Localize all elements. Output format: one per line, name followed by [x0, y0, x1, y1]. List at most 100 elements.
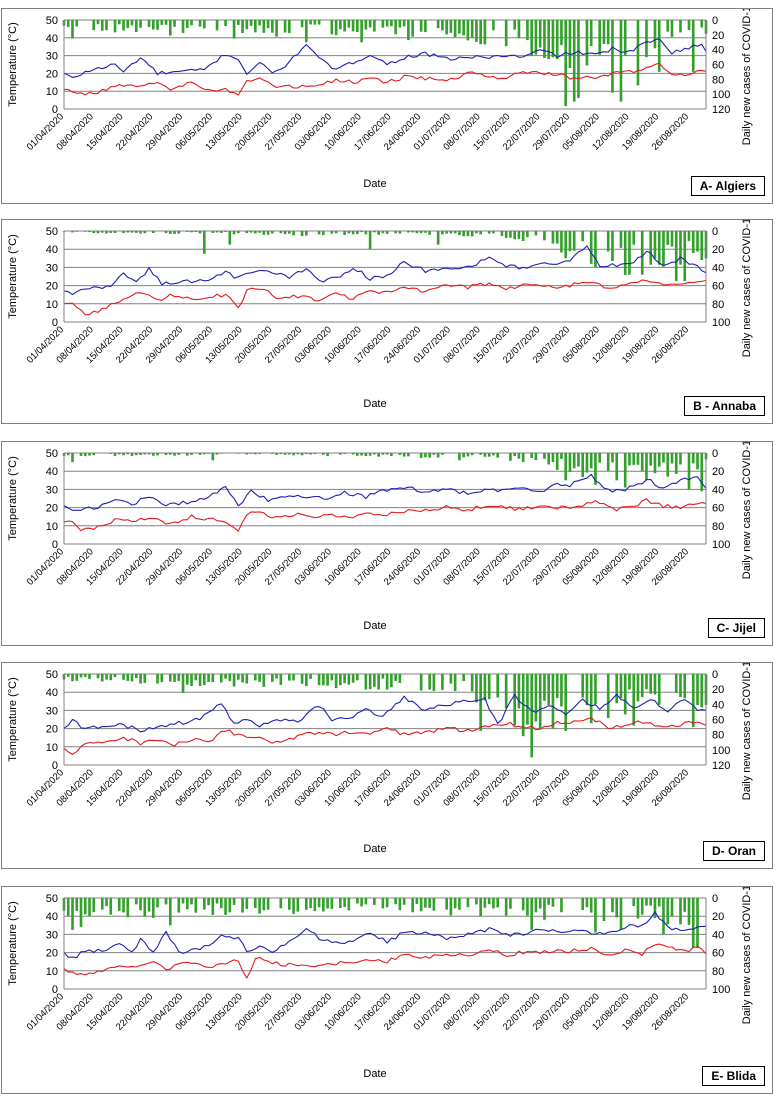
cases-bar — [283, 20, 287, 33]
cases-bar — [198, 674, 202, 686]
cases-bar — [262, 898, 266, 911]
cases-bar — [275, 20, 278, 37]
cases-bar — [360, 231, 363, 233]
cases-bar — [691, 674, 695, 728]
cases-bar — [585, 898, 589, 908]
cases-bar — [139, 231, 142, 234]
cases-bar — [462, 20, 465, 36]
cases-bar — [419, 20, 423, 32]
cases-bar — [283, 453, 287, 455]
y-tick-label: 30 — [46, 262, 58, 274]
cases-bar — [453, 674, 457, 692]
cases-bar — [181, 674, 185, 693]
cases-bar — [377, 453, 380, 457]
cases-bar — [317, 674, 321, 686]
cases-bar — [381, 231, 385, 234]
cases-bar — [504, 674, 508, 709]
cases-bar — [500, 231, 504, 236]
y-tick-label: 20 — [46, 948, 58, 960]
cases-bar — [479, 453, 482, 455]
cases-bar — [173, 20, 176, 27]
cases-bar — [339, 898, 342, 909]
cases-bar — [606, 674, 610, 718]
cases-bar — [105, 20, 108, 31]
tmin-line — [63, 279, 707, 316]
cases-bar — [151, 231, 155, 234]
cases-bar — [407, 453, 410, 457]
cases-bar — [398, 231, 402, 234]
cases-bar — [249, 20, 253, 26]
cases-bar — [305, 674, 308, 687]
cases-bar — [139, 898, 142, 911]
cases-bar — [470, 20, 474, 39]
cases-bar — [623, 231, 627, 276]
y-axis-title: Temperature (°C) — [7, 677, 19, 761]
cases-bar — [194, 231, 198, 233]
cases-bar — [351, 453, 355, 455]
cases-bar — [670, 231, 674, 247]
cases-bar — [657, 898, 661, 907]
y-tick-label: 30 — [46, 929, 58, 941]
cases-bar — [339, 674, 342, 686]
cases-bar — [330, 20, 334, 35]
cases-bar — [134, 674, 138, 679]
cases-bar — [105, 674, 108, 680]
cases-bar — [71, 674, 74, 682]
cases-bar — [292, 231, 295, 236]
cases-bar — [594, 898, 597, 933]
cases-bar — [691, 231, 695, 254]
cases-bar — [334, 20, 338, 36]
cases-bar — [632, 674, 636, 726]
cases-bar — [147, 453, 151, 455]
cases-bar — [360, 898, 363, 907]
y-tick-label: 20 — [46, 281, 58, 293]
cases-bar — [185, 674, 189, 685]
cases-bar — [211, 453, 215, 461]
cases-bar — [228, 898, 232, 913]
cases-bar — [185, 231, 189, 232]
cases-bar — [402, 20, 406, 27]
cases-bar — [509, 231, 512, 238]
cases-bar — [339, 453, 342, 455]
cases-bar — [190, 231, 193, 233]
cases-bar — [241, 674, 244, 683]
cases-bar — [271, 231, 274, 234]
cases-bar — [185, 898, 189, 910]
cases-bar — [151, 453, 155, 456]
cases-bar — [160, 674, 164, 683]
y2-tick-label: 60 — [712, 281, 724, 293]
y-tick-label: 20 — [46, 503, 58, 515]
cases-bar — [674, 453, 678, 474]
cases-bar — [547, 20, 551, 60]
cases-bar — [504, 20, 508, 47]
cases-bar — [653, 20, 657, 49]
y-tick-label: 40 — [46, 687, 58, 699]
cases-bar — [334, 231, 338, 234]
cases-bar — [292, 453, 295, 456]
cases-bar — [398, 453, 402, 456]
y2-axis-title: Daily new cases of COVID-19 — [741, 887, 753, 1024]
cases-bar — [177, 231, 181, 234]
cases-bar — [394, 674, 397, 681]
cases-bar — [470, 231, 474, 237]
cases-bar — [538, 20, 542, 48]
cases-bar — [168, 20, 172, 36]
cases-bar — [653, 898, 657, 918]
y2-tick-label: 80 — [712, 299, 724, 311]
cases-bar — [679, 674, 682, 697]
y2-tick-label: 120 — [712, 104, 730, 116]
y-tick-label: 40 — [46, 911, 58, 923]
cases-bar — [168, 674, 172, 682]
cases-bar — [475, 231, 478, 234]
cases-bar — [572, 231, 576, 251]
cases-bar — [75, 674, 79, 681]
cases-bar — [373, 20, 376, 32]
cases-bar — [275, 674, 278, 679]
cases-bar — [245, 231, 249, 234]
cases-bar — [181, 898, 185, 904]
cases-bar — [377, 674, 380, 690]
cases-bar — [551, 674, 555, 729]
cases-bar — [666, 453, 670, 477]
cases-bar — [326, 898, 329, 909]
cases-bar — [79, 898, 83, 928]
